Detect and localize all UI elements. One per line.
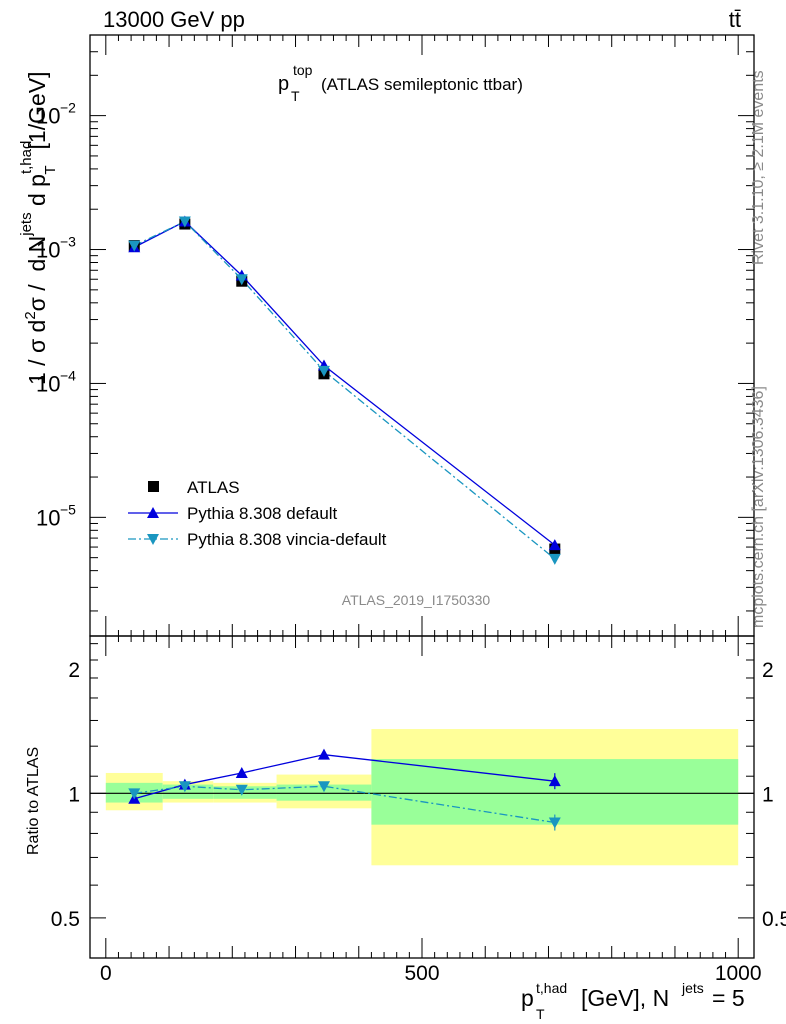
svg-text:T: T: [536, 1006, 545, 1022]
stat-band-3: [276, 784, 372, 801]
vincia-point-4: [548, 553, 561, 565]
main-y-tick-exp-3: −2: [60, 100, 76, 116]
title-sup: top: [293, 62, 313, 78]
ratio-y-tick-label-1: 1: [68, 783, 80, 806]
x-axis-label-jets: jets: [681, 980, 704, 996]
legend-vincia-label: Pythia 8.308 vincia-default: [187, 530, 387, 549]
main-y-tick-label-2: 10: [36, 238, 60, 263]
ratio-y-tick-label-right-1: 1: [762, 783, 774, 806]
x-axis-label-unit: [GeV], N: [581, 985, 669, 1011]
ratio-y-axis-label: Ratio to ATLAS: [25, 747, 42, 855]
x-tick-label-0: 0: [100, 962, 112, 985]
main-line-2: [133, 220, 556, 560]
main-y-tick-exp-0: −5: [60, 501, 76, 517]
ratio-y-tick-label-right-2: 2: [762, 659, 774, 682]
mcplots-credit: mcplots.cern.ch [arXiv:1306.3436]: [750, 386, 767, 628]
legend: ATLAS Pythia 8.308 default Pythia 8.308 …: [128, 478, 387, 549]
x-axis-label-tail: = 5: [712, 985, 745, 1011]
svg-text:p: p: [521, 985, 534, 1011]
title-sub: T: [291, 88, 300, 104]
legend-atlas-label: ATLAS: [187, 478, 240, 497]
ratio-default-point-2: [235, 766, 248, 778]
stat-band-1: [162, 784, 214, 799]
ratio-y-tick-label-2: 2: [68, 659, 80, 682]
x-tick-label-1: 500: [404, 962, 439, 985]
vincia-point-0: [128, 240, 141, 252]
main-y-tick-exp-2: −3: [60, 234, 76, 250]
main-y-tick-label-3: 10: [36, 104, 60, 129]
ratio-default-point-4: [548, 775, 561, 787]
plot-title: p T top (ATLAS semileptonic ttbar): [278, 62, 523, 104]
svg-text:t,had: t,had: [536, 980, 567, 996]
vincia-point-3: [317, 365, 330, 377]
ratio-vincia-point-1: [178, 781, 191, 793]
ratio-vincia-point-0: [128, 788, 141, 800]
series-markers: [128, 215, 561, 831]
vincia-point-2: [235, 274, 248, 286]
header-energy: 13000 GeV pp: [103, 7, 245, 32]
vincia-point-1: [178, 216, 191, 228]
main-y-tick-exp-1: −4: [60, 367, 76, 383]
analysis-watermark: ATLAS_2019_I1750330: [342, 592, 491, 608]
legend-vincia-marker: [147, 534, 159, 545]
ratio-default-point-3: [317, 748, 330, 760]
legend-default-marker: [147, 507, 159, 518]
ratio-y-tick-label-0: 0.5: [51, 908, 80, 931]
stat-band-4: [371, 759, 739, 825]
ratio-y-tick-label-right-0: 0.5: [762, 908, 786, 931]
x-axis-label: p t,had T [GeV], N jets = 5: [521, 980, 745, 1022]
title-rest: (ATLAS semileptonic ttbar): [321, 75, 523, 94]
x-tick-label-2: 1000: [715, 962, 762, 985]
ratio-vincia-point-3: [317, 781, 330, 793]
legend-atlas-marker: [148, 481, 159, 492]
title-p: p: [278, 73, 289, 95]
legend-default-label: Pythia 8.308 default: [187, 504, 338, 523]
default-point-4: [548, 539, 561, 551]
ratio-uncertainty-bands: [90, 729, 754, 866]
stat-band-2: [213, 786, 277, 799]
rivet-version: Rivet 3.1.10, ≥ 2.1M events: [750, 70, 767, 265]
ratio-vincia-point-4: [548, 817, 561, 829]
header-process: tt̄: [729, 7, 741, 32]
ratio-vincia-point-2: [235, 784, 248, 796]
main-y-tick-label-0: 10: [36, 505, 60, 530]
main-y-tick-label-1: 10: [36, 371, 60, 396]
